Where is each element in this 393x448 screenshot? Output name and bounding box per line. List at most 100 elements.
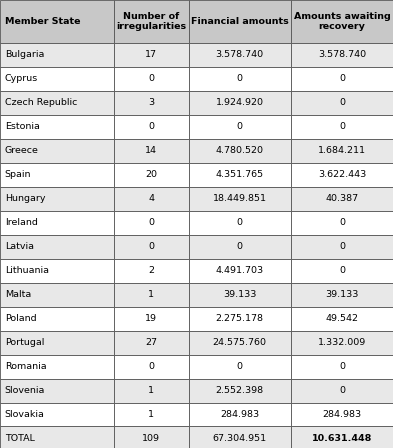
Bar [114,43,189,67]
Text: 4.780.520: 4.780.520 [216,146,264,155]
Bar [114,402,189,426]
Bar [189,43,291,67]
Bar [0,67,114,90]
Text: 0: 0 [339,218,345,227]
Bar [291,258,393,283]
Bar [114,211,189,235]
Text: 4.491.703: 4.491.703 [216,266,264,275]
Text: Financial amounts: Financial amounts [191,17,288,26]
Bar [114,115,189,138]
Bar [0,258,114,283]
Bar [189,90,291,115]
Text: 17: 17 [145,50,157,59]
Text: 1: 1 [148,290,154,299]
Text: 39.133: 39.133 [223,290,256,299]
Text: Cyprus: Cyprus [5,74,38,83]
Text: 109: 109 [142,434,160,443]
Bar [0,306,114,331]
Bar [291,235,393,258]
Bar [0,283,114,306]
Text: 24.575.760: 24.575.760 [213,338,267,347]
Text: 3: 3 [148,98,154,107]
Bar [114,306,189,331]
Bar [114,67,189,90]
Bar [114,163,189,186]
Text: 27: 27 [145,338,157,347]
Text: TOTAL: TOTAL [5,434,35,443]
Bar [189,426,291,448]
Bar [291,306,393,331]
Text: 0: 0 [237,362,243,371]
Bar [114,235,189,258]
Text: Ireland: Ireland [5,218,38,227]
Bar [0,379,114,402]
Text: 1: 1 [148,410,154,419]
Text: 10.631.448: 10.631.448 [312,434,372,443]
Bar [291,90,393,115]
Text: Poland: Poland [5,314,36,323]
Text: 3.622.443: 3.622.443 [318,170,366,179]
Bar [114,354,189,379]
Bar [0,354,114,379]
Bar [291,115,393,138]
Text: Portugal: Portugal [5,338,44,347]
Text: 0: 0 [237,122,243,131]
Bar [0,426,114,448]
Text: 0: 0 [148,362,154,371]
Bar [114,331,189,354]
Text: 39.133: 39.133 [325,290,358,299]
Text: Estonia: Estonia [5,122,40,131]
Text: Slovenia: Slovenia [5,386,45,395]
Bar [291,211,393,235]
Text: 14: 14 [145,146,157,155]
Text: 2.552.398: 2.552.398 [216,386,264,395]
Text: 0: 0 [148,122,154,131]
Bar [189,115,291,138]
Text: 0: 0 [339,242,345,251]
Bar [114,0,189,43]
Bar [291,402,393,426]
Bar [0,331,114,354]
Text: 19: 19 [145,314,157,323]
Bar [189,138,291,163]
Text: 67.304.951: 67.304.951 [213,434,267,443]
Text: Malta: Malta [5,290,31,299]
Bar [189,306,291,331]
Bar [189,258,291,283]
Bar [0,402,114,426]
Text: 20: 20 [145,170,157,179]
Text: Greece: Greece [5,146,39,155]
Bar [291,379,393,402]
Bar [291,426,393,448]
Text: 49.542: 49.542 [325,314,358,323]
Bar [291,0,393,43]
Text: 0: 0 [148,218,154,227]
Text: 0: 0 [339,122,345,131]
Text: Romania: Romania [5,362,46,371]
Bar [0,235,114,258]
Text: Member State: Member State [5,17,80,26]
Text: 1.924.920: 1.924.920 [216,98,264,107]
Text: Amounts awaiting
recovery: Amounts awaiting recovery [294,12,390,31]
Text: Czech Republic: Czech Republic [5,98,77,107]
Bar [189,186,291,211]
Bar [189,331,291,354]
Bar [114,90,189,115]
Text: 0: 0 [339,362,345,371]
Text: Spain: Spain [5,170,31,179]
Text: 4.351.765: 4.351.765 [216,170,264,179]
Text: Lithuania: Lithuania [5,266,49,275]
Text: 18.449.851: 18.449.851 [213,194,267,203]
Bar [189,163,291,186]
Bar [189,67,291,90]
Text: 284.983: 284.983 [220,410,259,419]
Bar [189,235,291,258]
Bar [189,402,291,426]
Text: 40.387: 40.387 [325,194,358,203]
Bar [189,283,291,306]
Bar [189,0,291,43]
Text: Slovakia: Slovakia [5,410,44,419]
Text: Hungary: Hungary [5,194,45,203]
Text: 0: 0 [339,74,345,83]
Bar [189,354,291,379]
